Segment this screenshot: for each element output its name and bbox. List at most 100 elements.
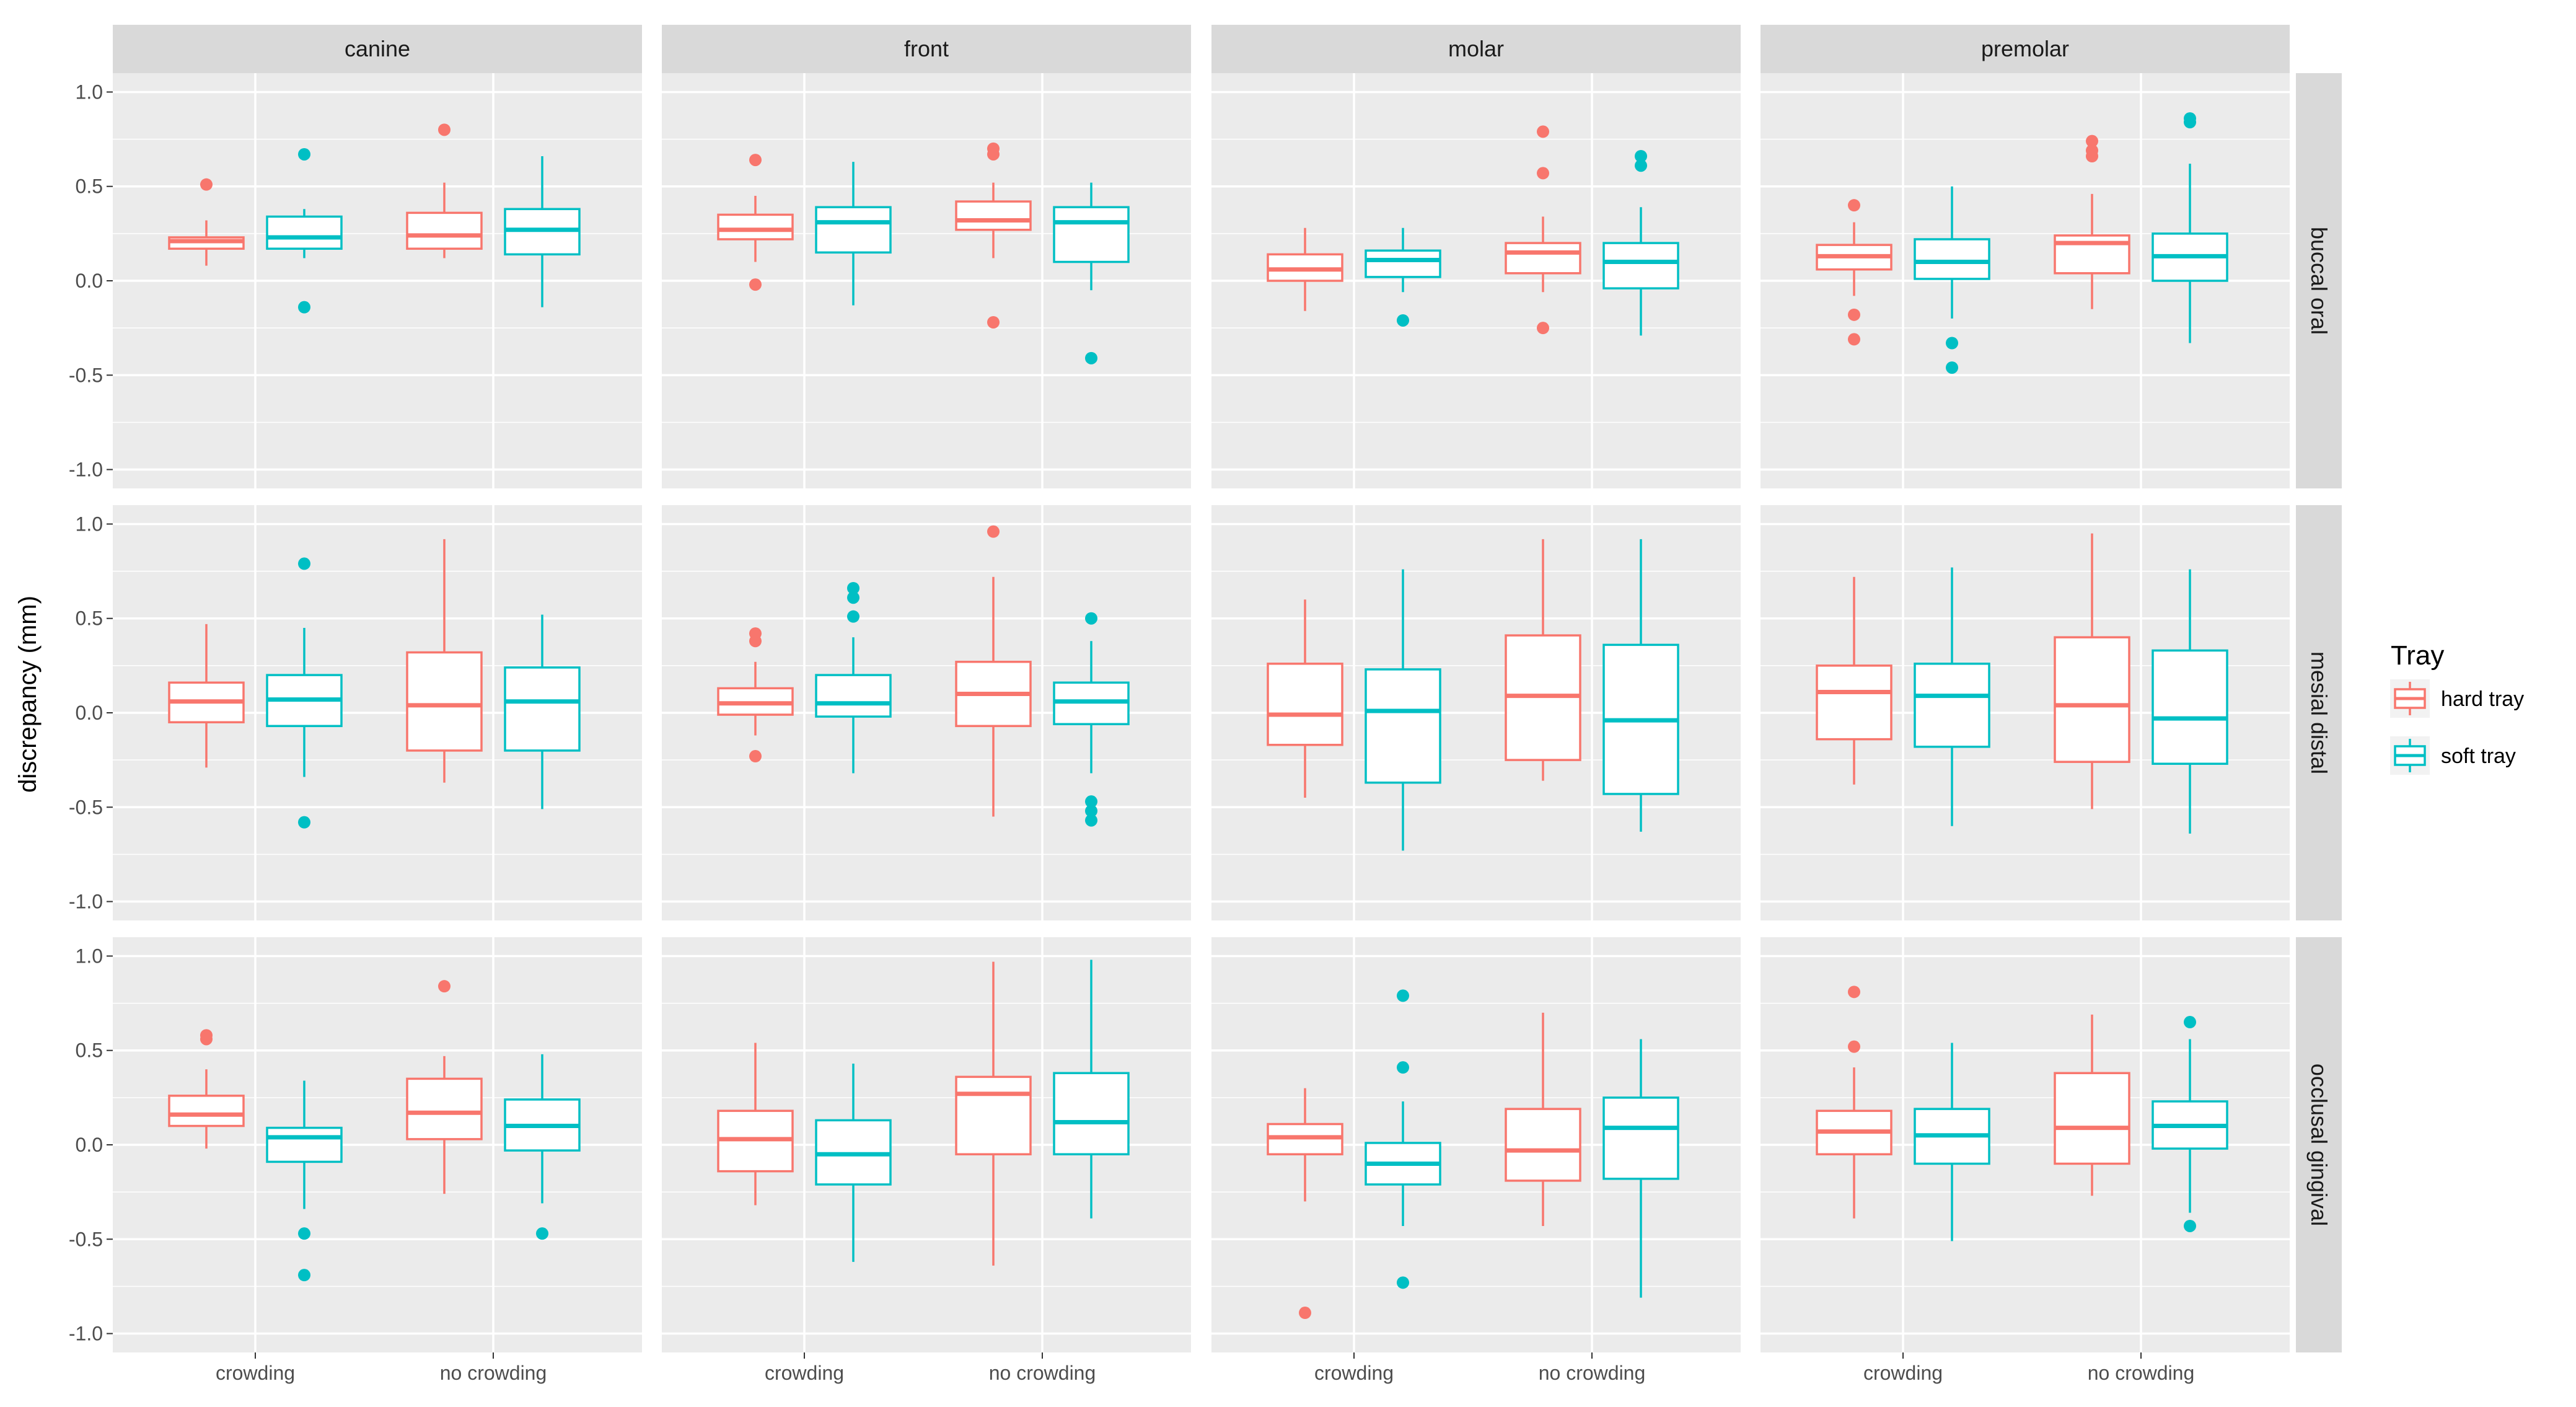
box-mesial-distal-molar-no-crowding-hard-tray bbox=[1505, 539, 1581, 781]
iqr-box bbox=[1053, 206, 1130, 263]
box-occlusal-gingival-front-no-crowding-hard-tray bbox=[955, 961, 1032, 1266]
outlier-point bbox=[1397, 1276, 1409, 1289]
outlier-point bbox=[1537, 125, 1549, 138]
box-buccal-oral-premolar-no-crowding-soft-tray bbox=[2152, 112, 2228, 343]
box-mesial-distal-premolar-crowding-soft-tray bbox=[1914, 567, 1990, 826]
iqr-box bbox=[168, 1095, 245, 1127]
iqr-box bbox=[2054, 636, 2130, 763]
box-occlusal-gingival-molar-crowding-hard-tray bbox=[1267, 1088, 1343, 1320]
outlier-point bbox=[2184, 1219, 2196, 1232]
y-tick-label: 1.0 bbox=[76, 945, 103, 967]
boxes-layer bbox=[168, 112, 2228, 1320]
box-buccal-oral-premolar-crowding-soft-tray bbox=[1914, 186, 1990, 374]
outlier-point bbox=[2086, 135, 2098, 148]
box-buccal-oral-molar-no-crowding-hard-tray bbox=[1505, 125, 1581, 335]
outlier-point bbox=[2086, 150, 2098, 162]
box-occlusal-gingival-canine-crowding-hard-tray bbox=[168, 1029, 245, 1149]
outlier-point bbox=[749, 635, 762, 648]
box-mesial-distal-premolar-crowding-hard-tray bbox=[1816, 576, 1892, 785]
legend-label-hard-tray: hard tray bbox=[2441, 687, 2524, 711]
strip-label-premolar: premolar bbox=[1981, 36, 2069, 61]
box-buccal-oral-canine-crowding-hard-tray bbox=[168, 178, 245, 266]
y-tick-label: -1.0 bbox=[69, 1323, 103, 1345]
iqr-box bbox=[1505, 1108, 1581, 1182]
box-mesial-distal-canine-no-crowding-soft-tray bbox=[504, 614, 581, 809]
y-tick-label: 1.0 bbox=[76, 513, 103, 535]
outlier-point bbox=[298, 1227, 310, 1240]
outlier-point bbox=[1397, 1061, 1409, 1074]
x-tick-label: no crowding bbox=[989, 1362, 1096, 1384]
outlier-point bbox=[1848, 333, 1860, 346]
iqr-box bbox=[1365, 668, 1441, 784]
y-tick-label: -0.5 bbox=[69, 1228, 103, 1250]
y-tick-label: 1.0 bbox=[76, 81, 103, 103]
outlier-point bbox=[847, 591, 859, 604]
outlier-point bbox=[438, 980, 451, 993]
column-strips: canine front molar premolar bbox=[113, 25, 2290, 73]
outlier-point bbox=[749, 278, 762, 291]
outlier-point bbox=[1848, 308, 1860, 321]
strip-front bbox=[662, 25, 1191, 73]
box-mesial-distal-canine-crowding-soft-tray bbox=[266, 557, 343, 829]
box-mesial-distal-front-no-crowding-soft-tray bbox=[1053, 612, 1130, 827]
outlier-point bbox=[1085, 612, 1097, 625]
outlier-point bbox=[1946, 337, 1958, 350]
outlier-point bbox=[298, 148, 310, 161]
outlier-point bbox=[298, 816, 310, 829]
y-tick-label: 0.0 bbox=[76, 702, 103, 724]
y-tick-label: 0.5 bbox=[76, 1039, 103, 1062]
box-mesial-distal-canine-no-crowding-hard-tray bbox=[406, 539, 483, 783]
outlier-point bbox=[1085, 814, 1097, 827]
box-buccal-oral-molar-no-crowding-soft-tray bbox=[1602, 150, 1679, 336]
iqr-box bbox=[1914, 663, 1990, 748]
outlier-point bbox=[847, 610, 859, 623]
iqr-box bbox=[2152, 649, 2228, 765]
outlier-point bbox=[1848, 199, 1860, 212]
iqr-box bbox=[815, 674, 892, 718]
outlier-point bbox=[1397, 314, 1409, 327]
box-occlusal-gingival-canine-no-crowding-soft-tray bbox=[504, 1054, 581, 1240]
box-occlusal-gingival-molar-crowding-soft-tray bbox=[1365, 989, 1441, 1289]
box-mesial-distal-front-no-crowding-hard-tray bbox=[955, 525, 1032, 817]
iqr-box bbox=[406, 1077, 483, 1140]
outlier-point bbox=[298, 557, 310, 570]
x-tick-label: crowding bbox=[216, 1362, 295, 1384]
strip-buccal-oral bbox=[2296, 73, 2342, 488]
box-mesial-distal-molar-crowding-hard-tray bbox=[1267, 599, 1343, 798]
legend-item-soft-tray: soft tray bbox=[2390, 736, 2516, 775]
box-occlusal-gingival-premolar-crowding-soft-tray bbox=[1914, 1043, 1990, 1242]
outlier-point bbox=[1085, 351, 1097, 364]
outlier-point bbox=[1946, 361, 1958, 374]
box-buccal-oral-premolar-crowding-hard-tray bbox=[1816, 199, 1892, 346]
strip-premolar bbox=[1761, 25, 2290, 73]
outlier-point bbox=[987, 148, 1000, 161]
box-mesial-distal-premolar-no-crowding-hard-tray bbox=[2054, 533, 2130, 809]
legend-label-soft-tray: soft tray bbox=[2441, 744, 2516, 768]
box-occlusal-gingival-front-crowding-soft-tray bbox=[815, 1064, 892, 1262]
box-occlusal-gingival-molar-no-crowding-soft-tray bbox=[1602, 1039, 1679, 1298]
box-mesial-distal-molar-crowding-soft-tray bbox=[1365, 569, 1441, 851]
strip-label-molar: molar bbox=[1448, 36, 1504, 61]
iqr-box bbox=[1602, 242, 1679, 289]
outlier-point bbox=[1397, 989, 1409, 1002]
strip-label-buccal-oral: buccal oral bbox=[2306, 227, 2332, 335]
x-tick-label: crowding bbox=[1314, 1362, 1394, 1384]
box-mesial-distal-premolar-no-crowding-soft-tray bbox=[2152, 569, 2228, 834]
box-mesial-distal-molar-no-crowding-soft-tray bbox=[1602, 539, 1679, 832]
box-mesial-distal-front-crowding-soft-tray bbox=[815, 582, 892, 774]
strip-canine bbox=[113, 25, 642, 73]
outlier-point bbox=[1085, 805, 1097, 818]
y-tick-label: 0.5 bbox=[76, 607, 103, 630]
box-buccal-oral-molar-crowding-hard-tray bbox=[1267, 227, 1343, 311]
x-tick-label: no crowding bbox=[440, 1362, 547, 1384]
outlier-point bbox=[1635, 159, 1647, 172]
y-tick-label: -1.0 bbox=[69, 459, 103, 481]
x-tick-label: no crowding bbox=[2088, 1362, 2195, 1384]
box-occlusal-gingival-front-crowding-hard-tray bbox=[717, 1043, 794, 1206]
y-tick-label: -1.0 bbox=[69, 891, 103, 913]
box-occlusal-gingival-premolar-crowding-hard-tray bbox=[1816, 986, 1892, 1219]
iqr-box bbox=[1267, 663, 1343, 746]
outlier-point bbox=[438, 123, 451, 136]
outlier-point bbox=[1085, 795, 1097, 808]
strip-molar bbox=[1211, 25, 1741, 73]
